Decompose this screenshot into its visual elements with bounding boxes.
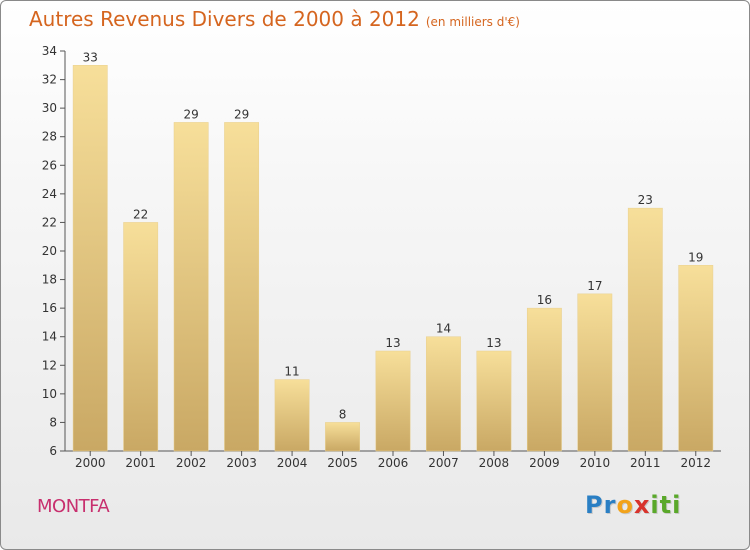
bar-value-label: 23 xyxy=(638,193,653,207)
logo-letter: r xyxy=(603,491,617,519)
bar xyxy=(526,307,562,452)
y-tick-label: 30 xyxy=(42,101,57,115)
y-tick-label: 10 xyxy=(42,387,57,401)
bar xyxy=(627,207,663,452)
y-tick-label: 24 xyxy=(42,187,57,201)
logo-letter: x xyxy=(633,491,651,519)
bar-value-label: 16 xyxy=(537,293,552,307)
bar xyxy=(678,265,714,452)
bar-value-label: 14 xyxy=(436,322,451,336)
bar-value-label: 8 xyxy=(339,407,347,421)
bar-value-label: 22 xyxy=(133,207,148,221)
x-tick-label: 2000 xyxy=(75,456,106,470)
bar xyxy=(577,293,613,452)
bar xyxy=(224,122,260,452)
y-tick-label: 28 xyxy=(42,130,57,144)
logo-letter: i xyxy=(672,491,682,519)
bar-value-label: 17 xyxy=(587,279,602,293)
bar xyxy=(274,379,310,452)
x-tick-label: 2011 xyxy=(630,456,661,470)
bar xyxy=(173,122,209,452)
x-tick-label: 2001 xyxy=(125,456,156,470)
y-tick-label: 22 xyxy=(42,215,57,229)
x-tick-label: 2002 xyxy=(176,456,207,470)
bar xyxy=(426,336,461,452)
y-tick-label: 16 xyxy=(42,301,57,315)
chart-title-unit: (en milliers d'€) xyxy=(425,15,520,29)
y-tick-label: 20 xyxy=(42,244,57,258)
y-tick-label: 34 xyxy=(42,44,57,58)
y-tick-label: 8 xyxy=(49,415,57,429)
x-tick-label: 2005 xyxy=(327,456,358,470)
logo-letter: t xyxy=(659,491,673,519)
x-tick-label: 2008 xyxy=(479,456,510,470)
y-tick-label: 14 xyxy=(42,330,57,344)
y-tick-label: 18 xyxy=(42,273,57,287)
location-name: MONTFA xyxy=(37,496,110,517)
x-tick-label: 2006 xyxy=(378,456,409,470)
chart-title-main: Autres Revenus Divers de 2000 à 2012 xyxy=(29,7,420,31)
y-tick-label: 26 xyxy=(42,158,57,172)
x-tick-label: 2007 xyxy=(428,456,459,470)
logo-letter: o xyxy=(616,491,634,519)
bar-value-label: 19 xyxy=(688,250,703,264)
y-tick-label: 32 xyxy=(42,73,57,87)
bar xyxy=(72,65,108,452)
x-tick-label: 2009 xyxy=(529,456,560,470)
x-tick-label: 2004 xyxy=(277,456,308,470)
proxiti-logo: Proxiti xyxy=(585,491,681,519)
bar-value-label: 13 xyxy=(486,336,501,350)
bar xyxy=(476,350,512,452)
x-tick-label: 2010 xyxy=(580,456,611,470)
x-tick-label: 2012 xyxy=(680,456,711,470)
bar-value-label: 33 xyxy=(83,50,98,64)
bar xyxy=(325,422,360,452)
bar-value-label: 13 xyxy=(385,336,400,350)
bar xyxy=(375,350,411,452)
bar-value-label: 29 xyxy=(184,107,199,121)
bar-value-label: 11 xyxy=(284,365,299,379)
logo-letter: i xyxy=(650,491,660,519)
y-tick-label: 12 xyxy=(42,358,57,372)
bar-chart: 6 8 10 12 14 16 18 20 22 24 26 28 30 32 34 2000 33 2001 22… xyxy=(42,44,721,470)
y-tick-label: 6 xyxy=(49,444,57,458)
x-tick-label: 2003 xyxy=(226,456,257,470)
bar xyxy=(123,222,159,452)
chart-title: Autres Revenus Divers de 2000 à 2012 (en … xyxy=(29,7,520,31)
logo-letter: P xyxy=(585,491,604,519)
bar-value-label: 29 xyxy=(234,107,249,121)
